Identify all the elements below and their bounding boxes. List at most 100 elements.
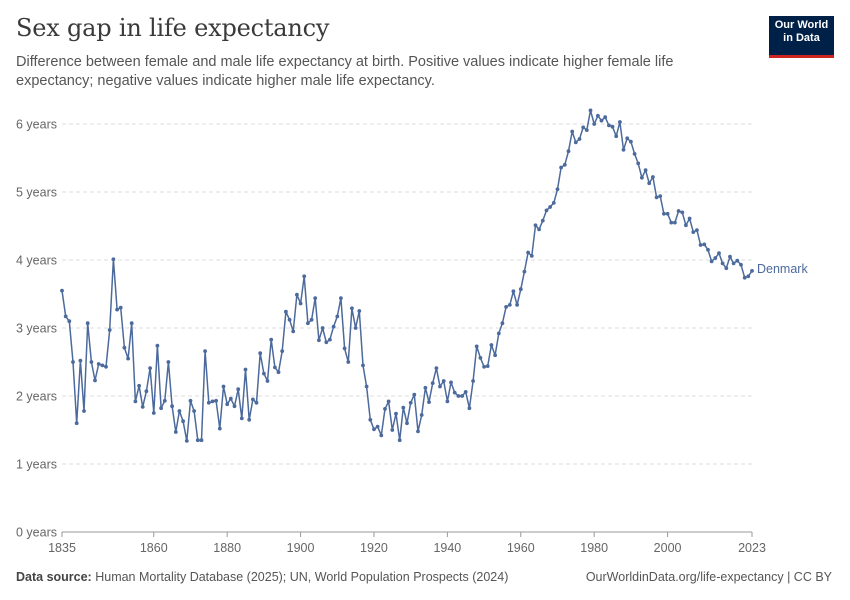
- data-point: [239, 416, 244, 421]
- data-point: [408, 400, 413, 405]
- data-point: [361, 363, 365, 368]
- data-point: [335, 314, 340, 319]
- credit-link[interactable]: OurWorldinData.org/life-expectancy | CC …: [585, 570, 832, 584]
- data-point: [607, 123, 611, 128]
- data-point: [217, 426, 222, 431]
- x-tick-label: 2023: [738, 541, 766, 555]
- data-point: [298, 301, 303, 306]
- data-point: [118, 305, 123, 310]
- data-point: [658, 194, 663, 199]
- data-point: [695, 228, 699, 233]
- y-tick-label: 3 years: [16, 322, 57, 336]
- data-point: [551, 201, 556, 205]
- data-point: [228, 396, 233, 401]
- data-point: [295, 292, 299, 297]
- data-point: [291, 329, 296, 334]
- data-point: [460, 394, 464, 398]
- data-point: [247, 417, 252, 422]
- data-point: [269, 337, 274, 342]
- data-point: [493, 353, 497, 358]
- data-point: [210, 399, 215, 404]
- x-tick-label: 1960: [507, 541, 535, 555]
- data-point: [339, 296, 343, 300]
- data-point: [397, 438, 402, 443]
- data-point: [687, 216, 692, 221]
- data-point: [750, 269, 754, 273]
- data-point: [357, 309, 362, 313]
- data-point: [372, 427, 376, 432]
- data-point: [592, 122, 597, 126]
- data-point: [584, 128, 589, 133]
- data-point: [78, 358, 83, 363]
- data-point: [324, 340, 329, 345]
- data-point: [96, 362, 101, 366]
- data-point: [746, 274, 751, 279]
- data-point: [419, 413, 424, 417]
- data-point: [328, 337, 332, 342]
- data-point: [203, 349, 208, 353]
- data-point: [518, 287, 523, 292]
- data-point: [405, 421, 409, 426]
- data-point: [588, 108, 593, 113]
- data-point: [500, 321, 505, 326]
- data-point: [463, 390, 468, 394]
- data-point: [63, 314, 68, 319]
- data-point: [148, 366, 153, 370]
- data-point: [100, 363, 105, 368]
- data-point: [676, 209, 681, 213]
- y-tick-label: 5 years: [16, 186, 57, 200]
- data-point: [555, 187, 560, 192]
- data-point: [394, 411, 398, 416]
- data-point: [596, 113, 600, 118]
- data-point: [184, 439, 189, 443]
- data-point: [625, 136, 630, 141]
- data-point: [236, 387, 241, 392]
- series-label: Denmark: [757, 262, 808, 276]
- data-point: [221, 384, 226, 389]
- data-point: [412, 392, 417, 397]
- data-point: [166, 360, 171, 364]
- data-point: [386, 399, 391, 404]
- data-point: [537, 227, 541, 232]
- data-point: [478, 356, 483, 360]
- data-point: [309, 317, 314, 322]
- data-point: [724, 266, 729, 271]
- data-point: [456, 394, 461, 398]
- data-point: [702, 242, 707, 247]
- data-point: [144, 389, 149, 394]
- data-point: [302, 274, 307, 279]
- data-point: [717, 251, 721, 256]
- data-point: [284, 309, 288, 314]
- data-point: [511, 289, 516, 294]
- grid-lines: [62, 123, 752, 533]
- data-point: [232, 404, 237, 409]
- data-point: [562, 162, 567, 167]
- data-point: [507, 303, 512, 307]
- data-point: [434, 366, 439, 370]
- owid-logo[interactable]: Our World in Data: [769, 16, 834, 58]
- data-point: [71, 360, 75, 364]
- data-point: [566, 149, 571, 154]
- data-point: [287, 317, 292, 322]
- data-point: [742, 275, 747, 280]
- data-point: [416, 429, 420, 434]
- data-point: [482, 364, 486, 369]
- data-point: [206, 400, 211, 405]
- data-point: [603, 115, 608, 120]
- data-point: [181, 419, 186, 424]
- data-point: [640, 175, 644, 180]
- data-point: [104, 364, 108, 369]
- data-source-text: Human Mortality Database (2025); UN, Wor…: [95, 570, 509, 584]
- data-point: [636, 161, 641, 166]
- data-point: [735, 258, 740, 263]
- logo-line-2: in Data: [783, 32, 820, 44]
- axes: 0 years 1 years 2 years 3 years 4 years 5 yea…: [16, 118, 766, 556]
- data-point: [441, 379, 446, 383]
- x-tick-label: 1835: [48, 541, 76, 555]
- data-point: [379, 433, 384, 438]
- data-point: [489, 343, 494, 347]
- data-point: [643, 168, 648, 173]
- data-point: [170, 404, 175, 409]
- data-point: [529, 254, 534, 258]
- data-point: [342, 346, 347, 351]
